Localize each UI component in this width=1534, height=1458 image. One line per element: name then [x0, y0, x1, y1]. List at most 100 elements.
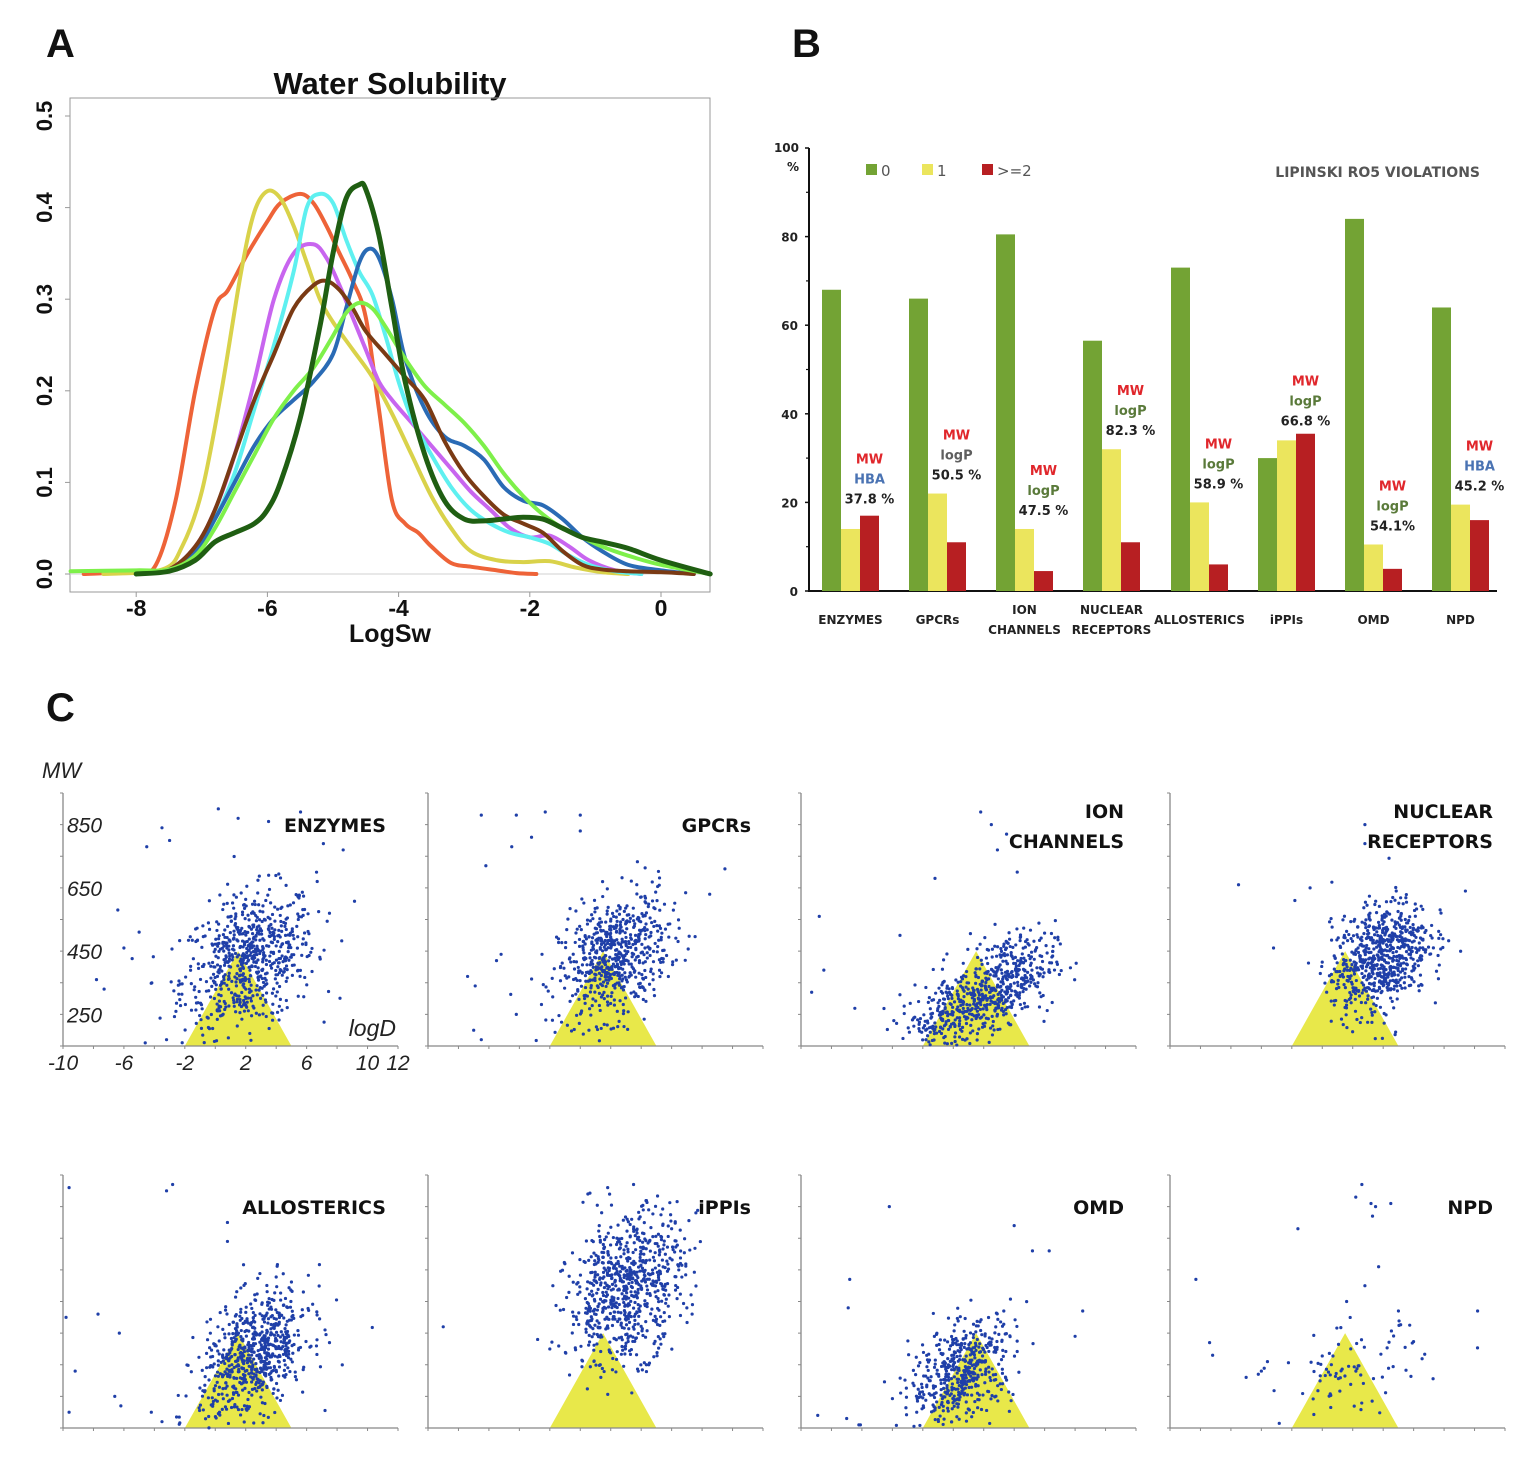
scatter-point: [994, 954, 999, 958]
scatter-point: [1411, 957, 1415, 961]
scatter-point: [999, 947, 1003, 951]
scatter-point: [229, 965, 233, 969]
scatter-point: [1345, 939, 1350, 943]
scatter-point: [1418, 936, 1423, 940]
scatter-point: [113, 1394, 117, 1398]
scatter-point: [955, 1415, 959, 1419]
scatter-point: [325, 919, 329, 923]
scatter-point: [278, 1346, 282, 1350]
scatter-point: [617, 1247, 622, 1251]
scatter-point: [987, 1365, 991, 1369]
scatter-point: [236, 816, 240, 820]
scatter-point: [917, 1026, 921, 1031]
scatter-point: [230, 901, 235, 905]
scatter-point: [227, 944, 231, 948]
scatter-point: [994, 1325, 998, 1329]
scatter-point: [971, 1335, 975, 1340]
scatter-point: [222, 1348, 226, 1352]
scatter-point: [1004, 959, 1008, 963]
scatter-point: [597, 1039, 601, 1043]
scatter-point: [250, 1325, 255, 1330]
scatter-point: [370, 1325, 374, 1330]
scatter-point: [611, 1266, 616, 1270]
scatter-point: [589, 1255, 593, 1259]
scatter-point: [673, 1220, 677, 1224]
scatter-point: [227, 1322, 231, 1327]
scatter-point: [649, 1312, 653, 1316]
scatter-point: [601, 1309, 605, 1313]
scatter-point: [252, 1421, 256, 1425]
scatter-point: [600, 1211, 604, 1215]
legend-swatch-2: [982, 164, 993, 175]
scatter-point: [231, 996, 235, 1000]
scatter-point: [1017, 993, 1021, 997]
bar-omd-2: [1383, 568, 1402, 591]
scatter-point: [664, 953, 669, 958]
scatter-point: [1375, 953, 1379, 957]
scatter-point: [226, 960, 230, 964]
scatter-point: [1395, 954, 1399, 959]
scatter-point: [1394, 934, 1398, 938]
scatter-point: [950, 986, 955, 991]
scatter-point: [1350, 963, 1354, 967]
scatter-point: [272, 1365, 277, 1370]
scatter-point: [957, 1024, 961, 1028]
scatter-point: [264, 962, 269, 967]
scatter-point: [1344, 958, 1348, 963]
chart-a-ytick-label: 0.0: [32, 559, 57, 590]
scatter-point: [225, 935, 229, 940]
scatter-point: [563, 974, 567, 978]
scatter-point: [582, 996, 587, 1001]
scatter-point: [284, 1372, 288, 1377]
scatter-point: [966, 947, 970, 951]
scatter-point: [242, 1349, 247, 1354]
scatter-point: [260, 1330, 264, 1334]
scatter-point: [1052, 968, 1057, 972]
scatter-point: [574, 909, 578, 913]
scatter-point: [246, 930, 250, 934]
scatter-point: [598, 977, 602, 981]
scatter-point: [651, 1212, 655, 1216]
scatter-point: [242, 906, 247, 910]
scatter-point: [238, 997, 242, 1002]
scatter-point: [983, 1381, 987, 1385]
scatter-point: [1430, 923, 1434, 928]
scatter-point: [235, 955, 239, 959]
scatter-point: [176, 1393, 180, 1398]
scatter-point: [642, 1277, 646, 1281]
scatter-point: [923, 1023, 927, 1028]
scatter-point: [597, 991, 602, 995]
scatter-point: [631, 914, 635, 918]
scatter-point: [945, 952, 949, 956]
scatter-point: [217, 1385, 222, 1389]
scatter-point: [976, 1397, 980, 1402]
scatter-point: [1459, 949, 1463, 953]
scatter-point: [1055, 962, 1060, 966]
scatter-point: [957, 1357, 962, 1362]
scatter-point: [209, 976, 213, 980]
scatter-point: [277, 949, 281, 953]
bar-ion-channels-2: [1034, 571, 1053, 591]
scatter-point: [655, 950, 659, 954]
scatter-point: [1042, 931, 1047, 935]
scatter-point: [652, 906, 656, 910]
scatter-point: [974, 1343, 978, 1348]
scatter-point: [226, 1352, 230, 1357]
scatter-point: [1051, 949, 1055, 954]
scatter-point: [251, 994, 255, 998]
scatter-point: [623, 996, 628, 1000]
scatter-point: [242, 1283, 246, 1288]
scatter-point: [921, 1038, 925, 1042]
scatter-point: [189, 982, 193, 986]
scatter-point: [1371, 957, 1376, 962]
scatter-point: [572, 967, 577, 971]
scatter-point: [251, 1332, 255, 1336]
scatter-point: [1416, 959, 1420, 963]
scatter-point: [201, 1033, 205, 1037]
scatter-point: [587, 935, 591, 939]
scatter-point: [263, 1334, 267, 1338]
scatter-point: [251, 1004, 255, 1008]
scatter-point: [991, 1024, 995, 1028]
scatter-point: [273, 1291, 277, 1295]
scatter-point: [1404, 962, 1409, 966]
